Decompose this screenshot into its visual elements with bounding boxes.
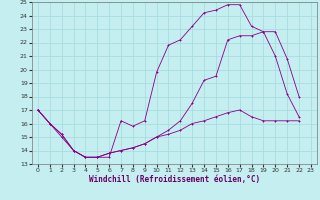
X-axis label: Windchill (Refroidissement éolien,°C): Windchill (Refroidissement éolien,°C)	[89, 175, 260, 184]
